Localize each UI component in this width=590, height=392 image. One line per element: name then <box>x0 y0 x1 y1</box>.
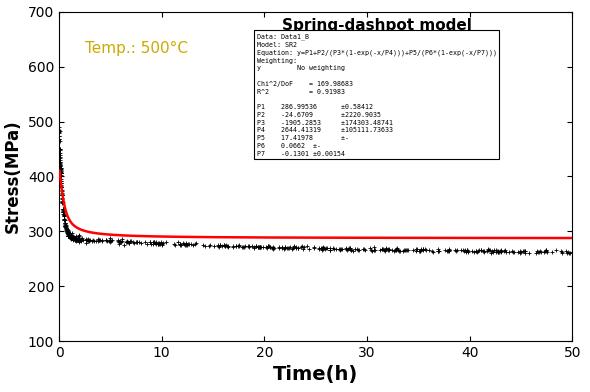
Text: Temp.: 500°C: Temp.: 500°C <box>85 42 188 56</box>
X-axis label: Time(h): Time(h) <box>273 365 358 385</box>
Text: Spring-dashpot model: Spring-dashpot model <box>282 18 472 33</box>
Text: Data: Data1_B
Model: SR2
Equation: y=P1+P2/(P3*(1-exp(-x/P4)))+P5/(P6*(1-exp(-x/: Data: Data1_B Model: SR2 Equation: y=P1+… <box>257 33 497 156</box>
Y-axis label: Stress(MPa): Stress(MPa) <box>4 120 22 233</box>
